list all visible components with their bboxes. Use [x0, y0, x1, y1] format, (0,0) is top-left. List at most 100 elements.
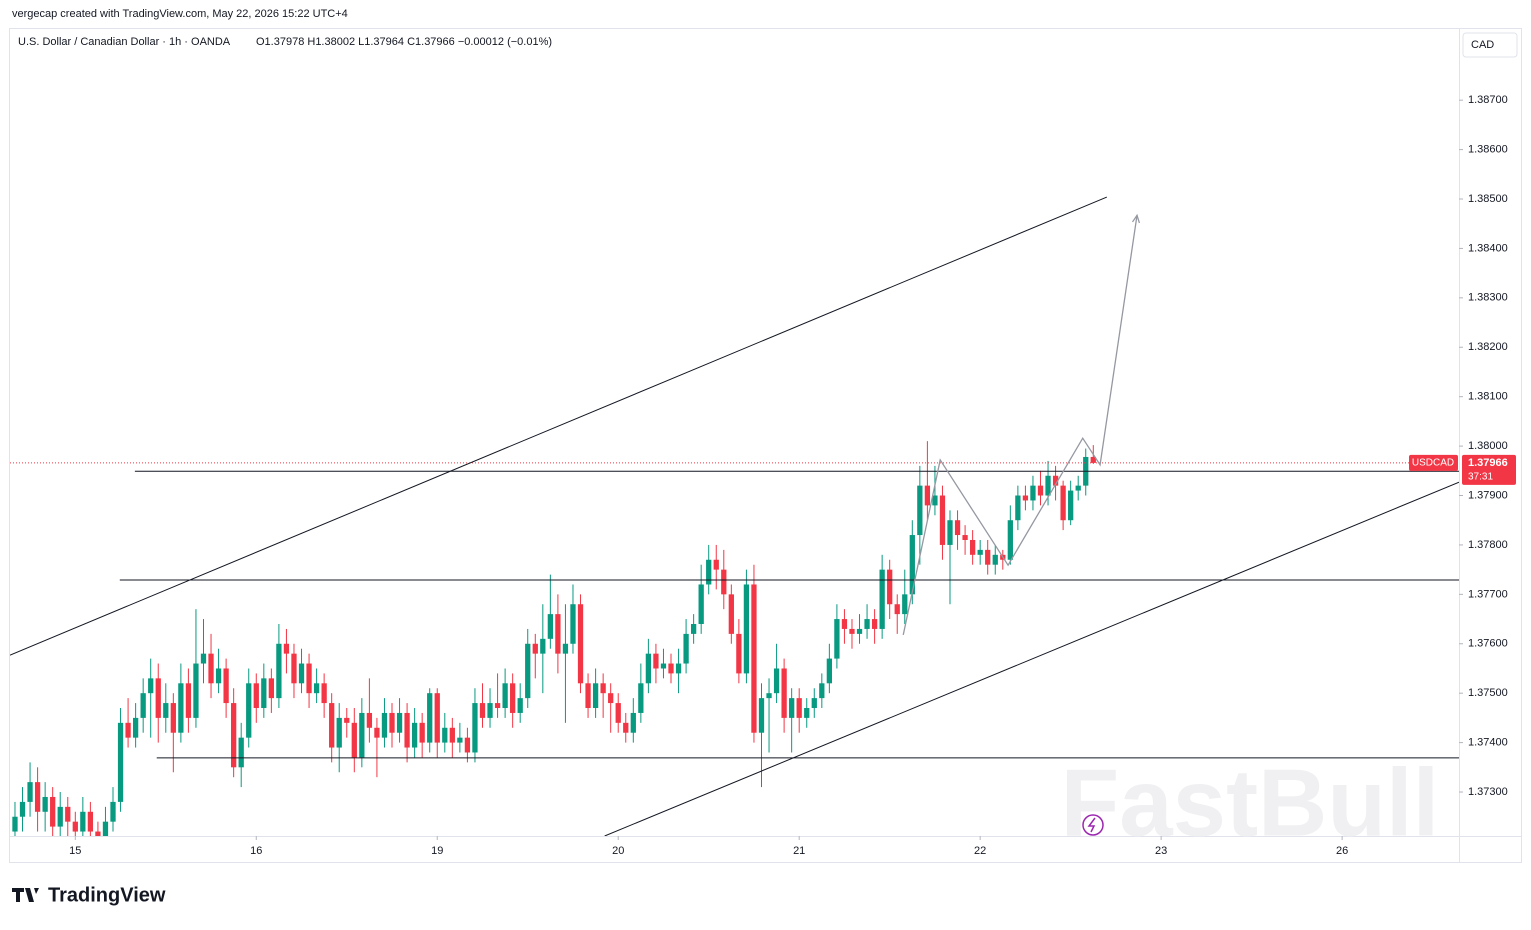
candle-body	[434, 693, 440, 743]
candle-body	[743, 584, 750, 674]
candle-body	[411, 722, 418, 748]
candle-body	[464, 737, 471, 753]
candle-body	[457, 737, 463, 743]
candle-body	[660, 663, 667, 669]
candle-body	[344, 717, 350, 723]
candle-body	[193, 663, 199, 718]
trend-line	[604, 481, 1459, 836]
y-tick-label: 1.37400	[1468, 737, 1508, 749]
candle-body	[819, 683, 825, 699]
candle-body	[796, 698, 802, 718]
candle-body	[1052, 475, 1059, 486]
candle-body	[751, 584, 757, 733]
y-tick-label: 1.37300	[1468, 786, 1508, 798]
candle-body	[396, 712, 403, 733]
candle-body	[864, 619, 870, 629]
y-tick-label: 1.38400	[1468, 242, 1508, 254]
lightning-icon	[1082, 814, 1104, 836]
candle-body	[95, 831, 101, 836]
y-tick-label: 1.37500	[1468, 687, 1508, 699]
candle-body	[374, 727, 380, 738]
candle-body	[427, 693, 433, 743]
ohlc-legend: O1.37978 H1.38002 L1.37964 C1.37966 −0.0…	[256, 36, 552, 48]
y-tick-label: 1.38600	[1468, 143, 1508, 155]
candle-body	[690, 623, 697, 634]
x-tick-label: 26	[1336, 845, 1348, 857]
candle-body	[728, 594, 734, 634]
price-tag	[1462, 454, 1516, 485]
currency-button[interactable]	[1462, 32, 1518, 58]
candle-body	[110, 801, 116, 822]
candle-body	[12, 816, 18, 832]
candle-body	[1037, 485, 1044, 496]
candle-body	[630, 712, 636, 733]
candle-body	[871, 619, 878, 629]
x-tick-label: 19	[431, 845, 443, 857]
trend-line	[10, 196, 1108, 656]
credit: vergecap created with TradingView.com, M…	[12, 8, 348, 20]
candle-body	[849, 628, 855, 634]
candle-body	[215, 668, 222, 684]
candle-body	[155, 678, 161, 718]
candle-body	[804, 708, 810, 718]
candle-body	[713, 559, 719, 570]
candle-body	[773, 668, 780, 694]
y-tick-label: 1.38500	[1468, 193, 1508, 205]
y-tick-label: 1.37700	[1468, 588, 1508, 600]
symbol-title: U.S. Dollar / Canadian Dollar · 1h · OAN…	[18, 36, 231, 48]
candle-body	[645, 653, 652, 684]
candle-body	[585, 683, 591, 709]
candle-body	[336, 717, 342, 748]
price-tag-label: 1.37966	[1468, 457, 1508, 469]
candle-body	[65, 806, 71, 822]
candle-body	[102, 821, 109, 836]
candle-body	[261, 678, 267, 709]
y-tick-label: 1.38100	[1468, 391, 1508, 403]
candle-body	[668, 663, 674, 674]
candle-body	[894, 604, 900, 615]
candle-body	[246, 683, 252, 738]
candle-body	[887, 569, 893, 605]
tv-logo-icon	[12, 888, 39, 902]
candle-body	[329, 703, 335, 748]
candle-body	[954, 520, 961, 536]
candle-body	[947, 520, 953, 545]
candle-body	[321, 683, 327, 704]
candle-body	[57, 806, 63, 827]
y-tick-label: 1.38300	[1468, 292, 1508, 304]
candle-body	[170, 703, 176, 733]
candle-body	[985, 549, 991, 565]
candle-body	[178, 683, 184, 733]
projection-path	[902, 215, 1138, 636]
candle-body	[826, 658, 832, 684]
candle-body	[577, 604, 584, 684]
candle-body	[653, 653, 659, 669]
candle-body	[1045, 475, 1051, 496]
y-tick-label: 1.37900	[1468, 489, 1508, 501]
candle-body	[608, 693, 614, 704]
candle-body	[525, 643, 531, 699]
y-tick-label: 1.38200	[1468, 341, 1508, 353]
candle-body	[479, 703, 486, 718]
candle-body	[540, 638, 546, 654]
candle-body	[917, 485, 923, 536]
candle-body	[1068, 490, 1074, 521]
y-tick-label: 1.37600	[1468, 638, 1508, 650]
candle-body	[570, 604, 576, 644]
frame	[9, 28, 1522, 863]
candle-body	[487, 703, 493, 718]
candle-body	[163, 703, 169, 718]
candle-body	[638, 683, 644, 713]
candle-body	[736, 633, 742, 674]
candle-body	[366, 712, 373, 728]
countdown: 37:31	[1468, 472, 1493, 483]
candle-body	[253, 683, 259, 709]
candle-body	[19, 801, 26, 817]
x-tick-label: 15	[69, 845, 81, 857]
candle-body	[811, 698, 817, 709]
y-tick-label: 1.38000	[1468, 440, 1508, 452]
candle-body	[555, 614, 561, 654]
candle-body	[992, 554, 998, 565]
